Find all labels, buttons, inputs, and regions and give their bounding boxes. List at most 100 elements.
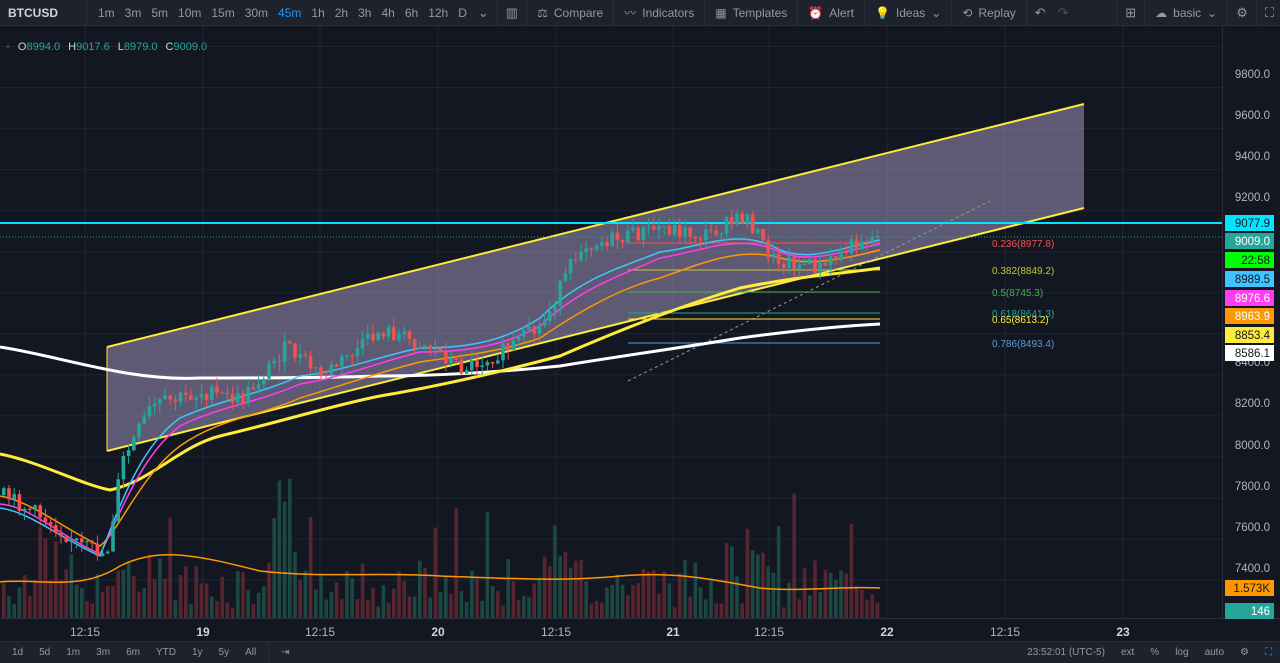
redo-icon[interactable]: ↷ [1057,4,1069,20]
volume-bar [865,599,869,618]
volume-bar [329,592,334,618]
timeframe-12h[interactable]: 12h [428,5,449,20]
volume-bar [558,556,562,618]
candle-body [740,213,744,224]
fib-level-label: 0.236(8977.8) [992,239,1054,250]
divider [1255,0,1257,25]
volume-bar [459,591,464,618]
volume-bar [672,607,677,618]
timeframe-3h[interactable]: 3h [358,5,372,20]
volume-bar [397,571,401,618]
volume-bar [683,559,687,618]
candle-body [605,242,609,247]
layout-grid-icon[interactable]: ⊞ [1125,4,1137,20]
divider [1116,0,1118,25]
candle-body [782,263,786,268]
templates-button[interactable]: ▦ Templates [707,0,795,25]
volume-bar [782,607,786,618]
fullscreen-icon[interactable]: ⛶ [1265,647,1272,658]
candle-body [215,386,219,393]
range-3m[interactable]: 3m [96,647,111,658]
candle-body [813,259,817,273]
layout-menu[interactable]: ☁ basic ⌄ [1147,0,1225,25]
top-toolbar: BTCUSD 1m 3m 5m 10m 15m 30m 45m 1h 2h 3h 4h 6h 12h D … [0,0,1280,26]
range-5y[interactable]: 5y [218,647,230,658]
candle-body [262,378,266,385]
fullscreen-icon[interactable]: ⛶ [1264,4,1274,20]
range-6m[interactable]: 6m [126,647,140,658]
candles [2,210,880,561]
range-YTD[interactable]: YTD [155,647,176,658]
volume-bar [386,602,391,618]
candle-body [22,508,27,511]
timeframe-15m[interactable]: 15m [211,5,235,20]
timeframe-D[interactable]: D [458,5,467,20]
price-label-tag: 22:58 [1225,252,1274,268]
compare-button[interactable]: ⚖ Compare [529,0,611,25]
alert-button[interactable]: ⏰ Alert [800,0,862,25]
candle-body [17,494,22,511]
timeframe-3m[interactable]: 3m [124,5,142,20]
volume-bar [412,596,417,618]
replay-icon: ⟲ [962,5,973,20]
timeframe-1m[interactable]: 1m [98,5,115,20]
replay-button[interactable]: ⟲ Replay [954,0,1023,25]
candle-body [490,362,495,364]
volume-bar [314,589,318,618]
timeframe-4h[interactable]: 4h [381,5,395,20]
candle-body [688,227,692,237]
goto-date-icon[interactable]: ⇥ [281,647,290,658]
range-5d[interactable]: 5d [39,647,51,658]
timeframe-2h[interactable]: 2h [334,5,349,20]
candle-body [371,333,375,341]
range-1y[interactable]: 1y [191,647,203,658]
candle-body [459,359,464,374]
percent-toggle[interactable]: % [1150,647,1160,658]
candle-body [12,494,16,500]
candle-body [184,392,188,396]
timeframe-30m[interactable]: 30m [244,5,269,20]
candle-body [418,347,422,349]
log-toggle[interactable]: log [1175,647,1189,658]
chevron-down-icon[interactable]: ⌄ [477,4,489,20]
range-All[interactable]: All [245,647,257,658]
candle-body [246,387,250,404]
price-tick-label: 7600.0 [1235,522,1270,534]
timeframe-list: 1m 3m 5m 10m 15m 30m 45m 1h 2h 3h 4h 6h 12h D [87,0,472,25]
price-tick-label: 9600.0 [1235,110,1270,122]
timeframe-6h[interactable]: 6h [404,5,419,20]
divider [863,0,865,25]
gear-icon[interactable]: ⚙ [1236,4,1248,20]
candle-body [750,214,755,234]
ext-toggle[interactable]: ext [1120,647,1135,658]
auto-toggle[interactable]: auto [1204,647,1225,658]
volume-bar [48,580,53,618]
volume-bar [704,599,708,618]
timeframe-5m[interactable]: 5m [151,5,169,20]
gear-icon[interactable]: ⚙ [1240,647,1249,658]
volume-bar [511,580,516,618]
symbol-search[interactable]: BTCUSD [0,0,87,25]
timeframe-45m[interactable]: 45m [278,5,302,20]
range-1d[interactable]: 1d [12,647,24,658]
candle-body [95,543,100,556]
ideas-button[interactable]: 💡 Ideas ⌄ [867,0,949,25]
timeframe-1h[interactable]: 1h [311,5,325,20]
divider [526,0,528,25]
candle-body [646,226,651,228]
candle-body [376,333,380,341]
candle-body [828,256,833,266]
volume-bar [100,591,105,618]
undo-icon[interactable]: ↶ [1034,4,1046,20]
price-chart[interactable]: 0.236(8977.8) 0.382(8849.2) 0.5(8745.3) 0.6… [0,26,1280,641]
time-tick-label: 20 [431,625,445,639]
timeframe-10m[interactable]: 10m [178,5,202,20]
range-1m[interactable]: 1m [66,647,81,658]
indicators-button[interactable]: 〰 Indicators [616,0,702,25]
candle-style-icon[interactable]: ▥ [505,4,519,20]
candle-body [548,311,552,321]
candle-body [236,393,240,403]
candle-body [407,331,412,340]
volume-bar [740,603,744,618]
candle-body [454,358,458,360]
